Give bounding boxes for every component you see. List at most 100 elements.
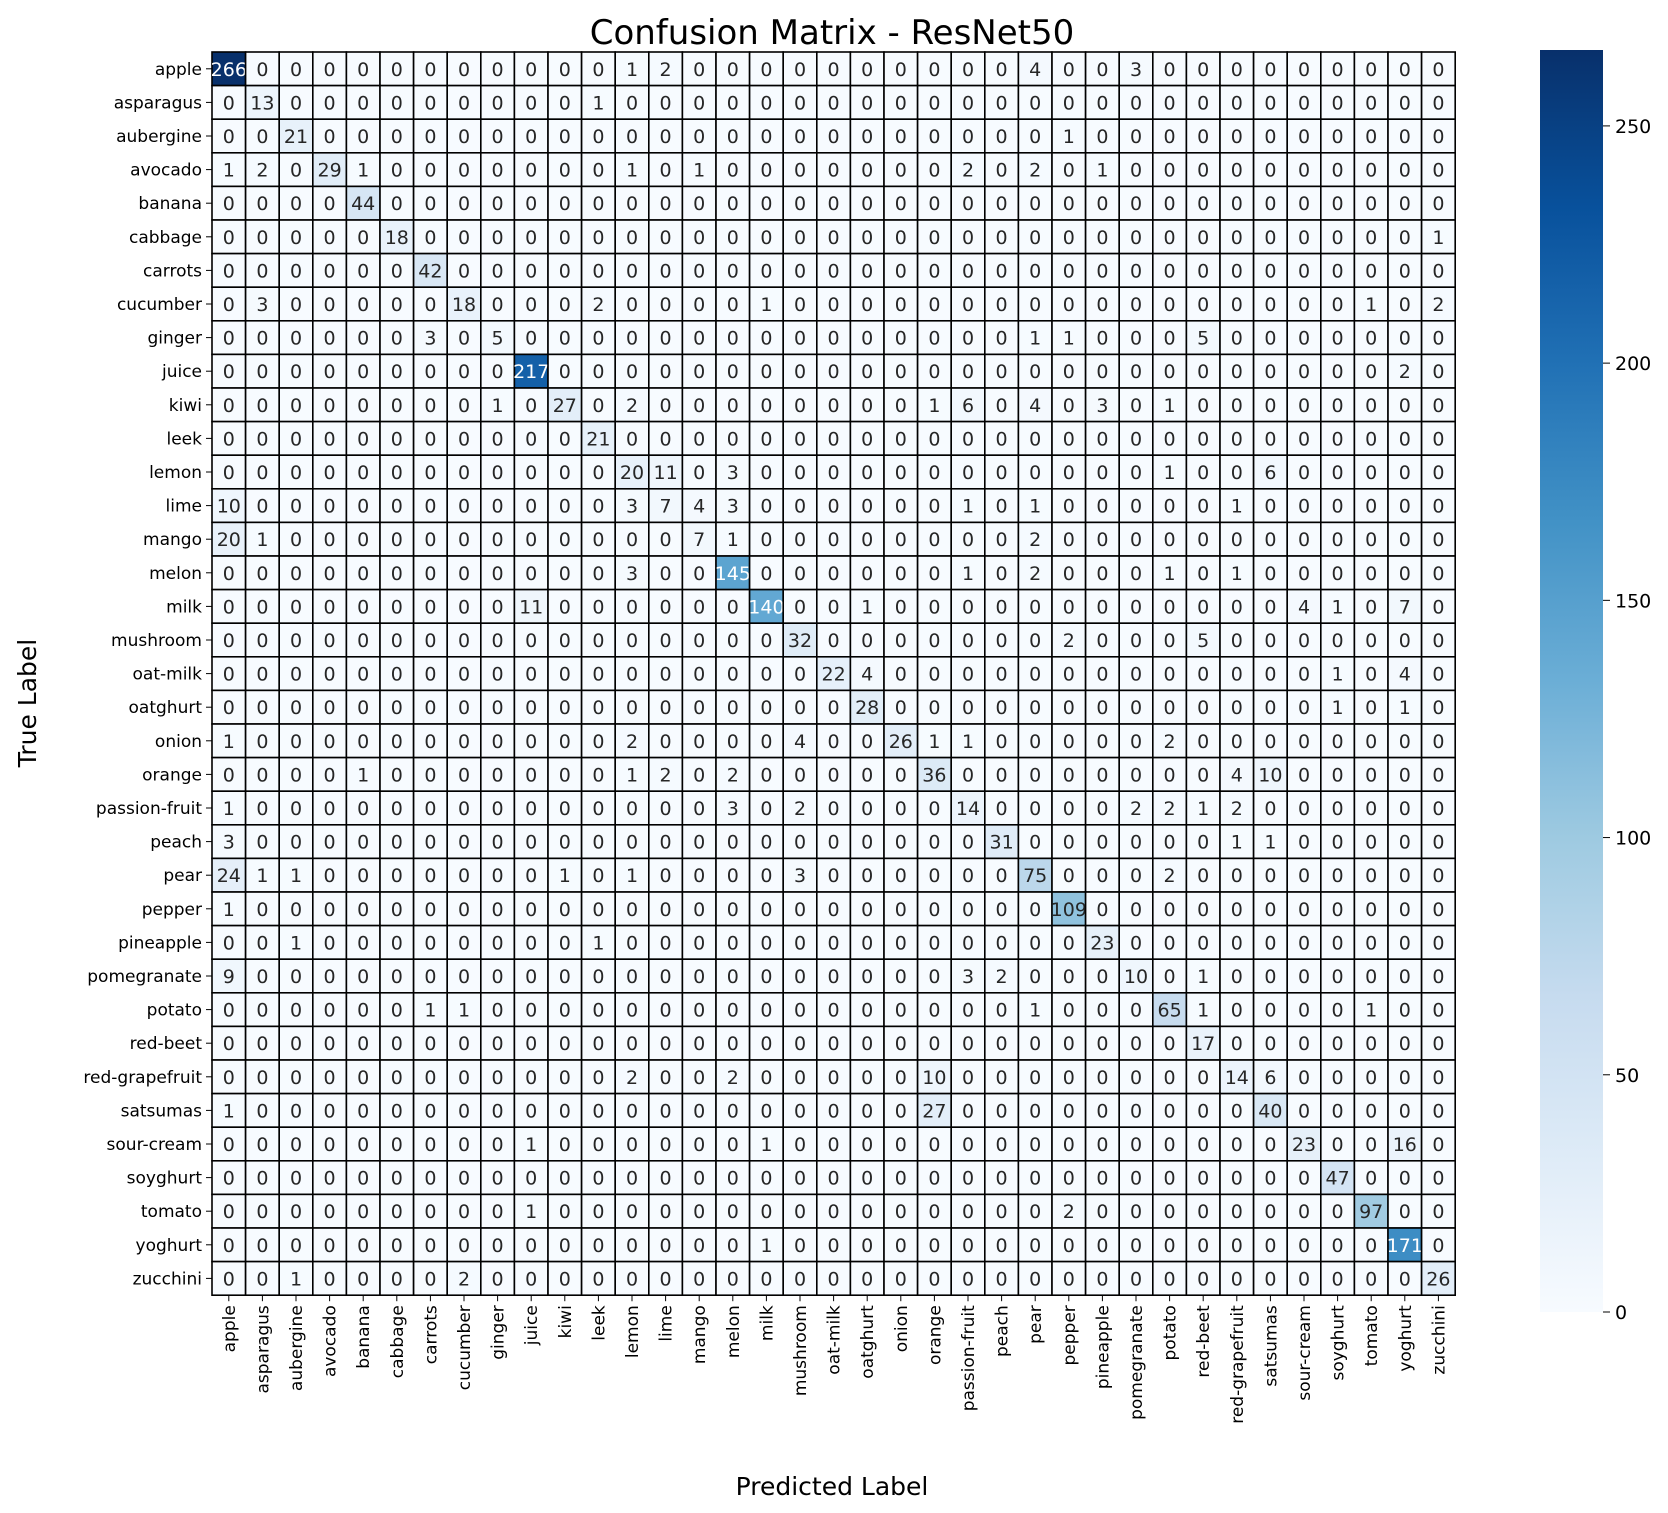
- heatmap-cell-11-10: [547, 420, 583, 457]
- cell-value-label: 0: [1399, 832, 1411, 854]
- cell-value-label: 0: [1063, 764, 1075, 786]
- heatmap-cell-29-27: [1118, 1025, 1154, 1061]
- cell-value-label: 0: [290, 193, 302, 215]
- cell-value-label: 0: [1029, 798, 1041, 820]
- heatmap-cell-10-29: [1185, 387, 1221, 423]
- heatmap-cell-23-6: [412, 823, 449, 860]
- heatmap-cell-5-11: [580, 219, 616, 255]
- cell-value-label: 0: [1231, 731, 1243, 753]
- heatmap-cell-12-34: [1353, 454, 1389, 490]
- cell-value-label: 0: [794, 260, 806, 282]
- cell-value-label: 6: [1264, 1067, 1276, 1089]
- cell-value-label: 0: [1164, 1235, 1176, 1257]
- cell-value-label: 0: [324, 865, 336, 887]
- cell-value-label: 0: [1063, 193, 1075, 215]
- cell-value-label: 0: [1130, 731, 1142, 753]
- cell-value-label: 0: [1096, 731, 1108, 753]
- heatmap-cell-11-32: [1286, 420, 1322, 457]
- cell-value-label: 0: [794, 428, 806, 450]
- cell-value-label: 0: [559, 160, 571, 182]
- heatmap-cell-35-0: [211, 1227, 247, 1263]
- cell-value-label: 0: [660, 1067, 672, 1089]
- cell-value-label: 0: [1264, 361, 1276, 383]
- cell-value-label: 0: [1298, 395, 1310, 417]
- cell-value-label: 0: [1332, 462, 1344, 484]
- heatmap-cell-20-12: [614, 723, 650, 759]
- cell-value-label: 0: [391, 294, 403, 316]
- cell-value-label: 0: [223, 697, 235, 719]
- cell-value-label: 0: [324, 966, 336, 988]
- cell-value-label: 0: [357, 529, 369, 551]
- heatmap-cell-34-14: [681, 1193, 717, 1229]
- cell-value-label: 28: [855, 697, 879, 719]
- heatmap-cell-7-18: [815, 286, 852, 322]
- heatmap-cell-8-25: [1051, 319, 1087, 356]
- cell-value-label: 0: [1432, 1033, 1444, 1055]
- heatmap-cell-9-11: [580, 353, 616, 389]
- cell-value-label: 0: [1130, 126, 1142, 148]
- cell-value-label: 1: [962, 563, 974, 585]
- heatmap-cell-27-28: [1152, 958, 1188, 994]
- cell-value-label: 0: [861, 160, 873, 182]
- heatmap-cell-31-31: [1252, 1092, 1288, 1128]
- cell-value-label: 0: [525, 160, 537, 182]
- cell-value-label: 0: [828, 1100, 840, 1122]
- cell-value-label: 2: [1029, 529, 1041, 551]
- heatmap-cell-11-26: [1084, 420, 1120, 457]
- cell-value-label: 0: [1029, 832, 1041, 854]
- cell-value-label: 0: [626, 1134, 638, 1156]
- x-tick-label: pear: [1026, 1305, 1046, 1344]
- heatmap-cell-26-12: [614, 924, 650, 960]
- cell-value-label: 0: [1432, 59, 1444, 81]
- heatmap-cell-9-10: [547, 353, 583, 389]
- heatmap-cell-16-26: [1084, 588, 1120, 624]
- heatmap-cell-29-5: [379, 1025, 415, 1061]
- cell-value-label: 0: [324, 563, 336, 585]
- cell-value-label: 0: [357, 395, 369, 417]
- y-tick-label: oatghurt: [129, 698, 203, 718]
- cell-value-label: 0: [1399, 227, 1411, 249]
- cell-value-label: 14: [1225, 1067, 1249, 1089]
- cell-value-label: 0: [895, 462, 907, 484]
- heatmap-cell-19-6: [412, 689, 449, 725]
- cell-value-label: 0: [1399, 160, 1411, 182]
- cell-value-label: 0: [794, 664, 806, 686]
- cell-value-label: 0: [996, 1000, 1008, 1022]
- cell-value-label: 0: [962, 1268, 974, 1290]
- heatmap-cell-24-10: [547, 857, 583, 893]
- cell-value-label: 0: [424, 361, 436, 383]
- colorbar-tick-label: 0: [1615, 1302, 1627, 1324]
- heatmap-cell-5-28: [1152, 219, 1188, 255]
- heatmap-cell-12-9: [513, 454, 549, 490]
- heatmap-cell-0-19: [849, 51, 885, 87]
- cell-value-label: 0: [223, 1067, 235, 1089]
- cell-value-label: 0: [895, 1268, 907, 1290]
- heatmap-cell-12-14: [681, 454, 717, 490]
- cell-value-label: 0: [1264, 899, 1276, 921]
- heatmap-cell-23-10: [547, 823, 583, 860]
- cell-value-label: 0: [996, 731, 1008, 753]
- cell-value-label: 0: [1432, 193, 1444, 215]
- y-tick-label: cabbage: [129, 228, 202, 248]
- cell-value-label: 0: [928, 563, 940, 585]
- cell-value-label: 0: [962, 59, 974, 81]
- cell-value-label: 0: [391, 764, 403, 786]
- cell-value-label: 0: [391, 630, 403, 652]
- cell-value-label: 0: [492, 865, 504, 887]
- cell-value-label: 0: [861, 428, 873, 450]
- cell-value-label: 0: [928, 59, 940, 81]
- cell-value-label: 0: [256, 1168, 268, 1190]
- heatmap-cell-31-19: [849, 1092, 885, 1128]
- cell-value-label: 0: [1063, 260, 1075, 282]
- cell-value-label: 0: [1063, 1235, 1075, 1257]
- heatmap-cell-18-30: [1219, 655, 1255, 692]
- cell-value-label: 0: [626, 1033, 638, 1055]
- cell-value-label: 1: [1164, 395, 1176, 417]
- cell-value-label: 0: [1231, 428, 1243, 450]
- cell-value-label: 0: [895, 529, 907, 551]
- heatmap-cell-1-34: [1353, 84, 1389, 120]
- cell-value-label: 0: [794, 1100, 806, 1122]
- cell-value-label: 0: [760, 361, 772, 383]
- heatmap-cell-31-15: [715, 1092, 751, 1128]
- cell-value-label: 0: [1063, 395, 1075, 417]
